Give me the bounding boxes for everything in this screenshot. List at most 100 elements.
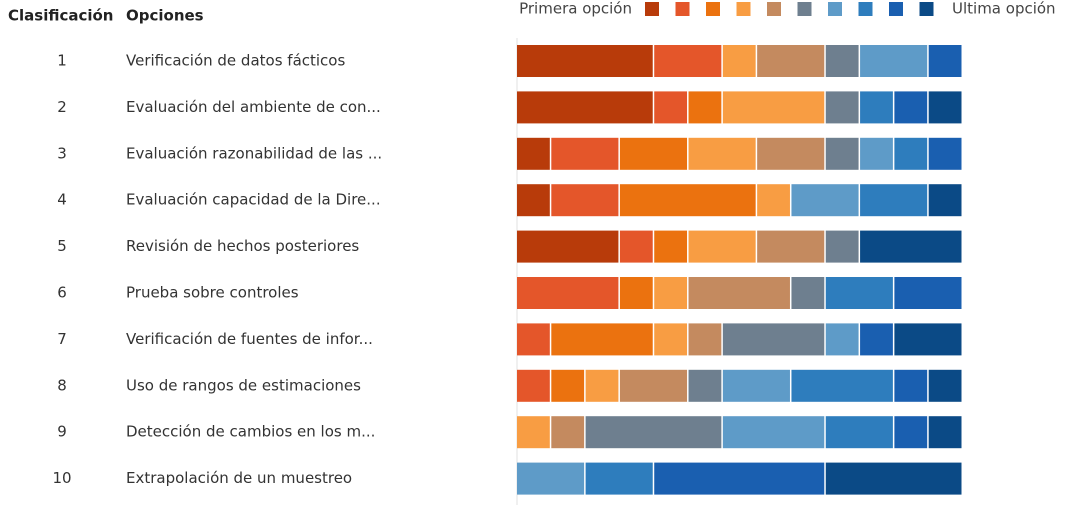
bar-segment <box>551 137 619 170</box>
bar-segment <box>860 184 928 217</box>
option-label: Prueba sobre controles <box>126 284 299 302</box>
bar-segment <box>517 184 550 217</box>
bar-segment <box>688 277 790 309</box>
bar-segment <box>551 323 653 356</box>
legend-swatch <box>858 2 873 16</box>
bar-segment <box>791 277 825 309</box>
bar-segment <box>928 91 962 124</box>
option-label: Detección de cambios en los m... <box>126 423 375 441</box>
bar-segment <box>619 277 653 309</box>
bar-segment <box>757 45 825 77</box>
bar-segment <box>928 369 962 402</box>
legend-swatch <box>645 2 659 16</box>
rank-label: 2 <box>57 98 67 116</box>
bar-segment <box>928 45 962 77</box>
option-label: Extrapolación de un muestreo <box>126 469 352 487</box>
bar-segment <box>894 323 962 356</box>
legend-swatch <box>736 2 751 16</box>
bar-segment <box>894 91 928 124</box>
legend-swatch <box>767 2 781 16</box>
bar-segment <box>757 184 790 217</box>
option-label: Verificación de datos fácticos <box>126 52 345 70</box>
bar-segment <box>688 323 722 356</box>
bar-segment <box>825 416 893 449</box>
bar-segment <box>654 45 722 77</box>
rank-label: 3 <box>57 144 67 162</box>
legend-swatch <box>675 2 690 16</box>
rank-header: Clasificación <box>8 7 114 25</box>
bar-segment <box>517 230 619 263</box>
bar-segment <box>654 323 688 356</box>
bar-segment <box>860 323 893 356</box>
bar-segment <box>825 230 859 263</box>
legend-swatch <box>706 2 720 16</box>
bar-segment <box>619 369 688 402</box>
option-label: Evaluación del ambiente de con... <box>126 98 381 116</box>
rank-label: 5 <box>57 237 67 255</box>
rank-label: 4 <box>57 191 67 209</box>
bar-segment <box>654 230 688 263</box>
bar-segment <box>860 137 893 170</box>
bar-segment <box>894 416 928 449</box>
bar-segment <box>825 277 893 309</box>
rank-label: 1 <box>57 52 67 70</box>
bar-segment <box>791 369 893 402</box>
bar-segment <box>654 462 825 495</box>
bar-segment <box>722 91 825 124</box>
bar-segment <box>894 277 962 309</box>
legend-end: Ultima opción <box>952 0 1056 18</box>
bar-segment <box>585 462 653 495</box>
bar-segment <box>551 184 619 217</box>
bar-segment <box>825 462 962 495</box>
bar-segment <box>517 369 550 402</box>
bar-segment <box>517 416 550 449</box>
bar-segment <box>825 137 859 170</box>
bar-segment <box>688 137 756 170</box>
bar-segment <box>722 416 825 449</box>
bar-segment <box>791 184 859 217</box>
rank-label: 6 <box>57 284 67 302</box>
rank-label: 10 <box>52 469 71 487</box>
bar-segment <box>860 91 893 124</box>
rank-label: 8 <box>57 376 67 394</box>
bar-segment <box>825 45 859 77</box>
bar-segment <box>757 230 825 263</box>
bar-segment <box>551 369 585 402</box>
bar-segment <box>517 277 619 309</box>
bar-segment <box>894 369 928 402</box>
option-label: Evaluación capacidad de la Dire... <box>126 191 381 209</box>
bar-segment <box>860 45 928 77</box>
bar-segment <box>619 184 756 217</box>
bar-segment <box>894 137 928 170</box>
bar-segment <box>654 277 688 309</box>
bar-segment <box>928 416 962 449</box>
option-label: Verificación de fuentes de infor... <box>126 330 373 348</box>
option-label: Uso de rangos de estimaciones <box>126 376 361 394</box>
bar-segment <box>688 369 722 402</box>
bar-segment <box>722 323 825 356</box>
bar-segment <box>688 230 756 263</box>
bar-segment <box>551 416 585 449</box>
bar-segment <box>722 45 756 77</box>
rank-label: 7 <box>57 330 67 348</box>
bar-segment <box>517 91 653 124</box>
bar-segment <box>517 137 550 170</box>
bar-segment <box>825 91 859 124</box>
bar-segment <box>928 137 962 170</box>
bar-segment <box>860 230 962 263</box>
bar-segment <box>688 91 722 124</box>
bar-segment <box>517 45 653 77</box>
option-label: Evaluación razonabilidad de las ... <box>126 144 382 162</box>
option-header: Opciones <box>126 7 204 25</box>
bar-segment <box>757 137 825 170</box>
rank-label: 9 <box>57 423 67 441</box>
bar-segment <box>722 369 790 402</box>
bar-segment <box>517 323 550 356</box>
bar-segment <box>585 416 722 449</box>
bar-segment <box>654 91 688 124</box>
bar-segment <box>928 184 962 217</box>
bar-segment <box>825 323 859 356</box>
legend-swatch <box>828 2 842 16</box>
bar-segment <box>517 462 585 495</box>
